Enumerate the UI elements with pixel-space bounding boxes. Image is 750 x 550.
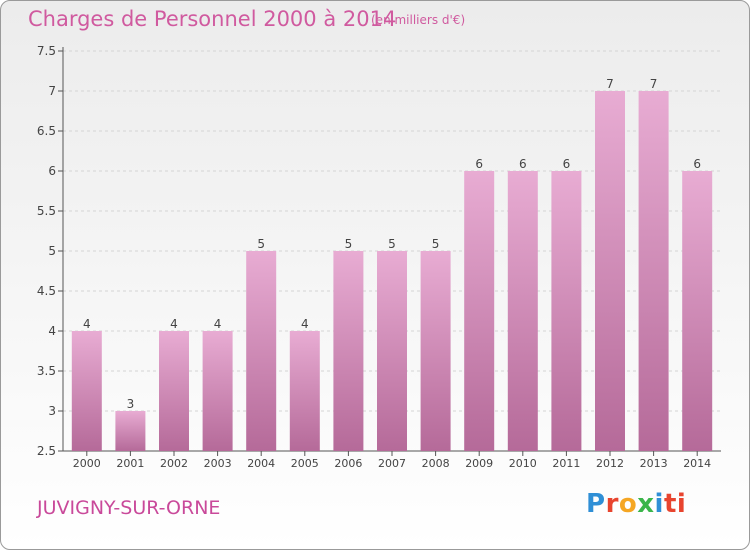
- bar-value-label: 3: [127, 397, 135, 411]
- bar: [289, 331, 320, 451]
- y-tick-label: 3: [48, 404, 56, 418]
- logo-letter: ti: [663, 489, 687, 519]
- y-tick-label: 5: [48, 244, 56, 258]
- bar-value-label: 5: [388, 237, 396, 251]
- logo-letter: i: [654, 489, 664, 519]
- x-tick-label: 2005: [291, 457, 319, 470]
- bar-value-label: 6: [563, 157, 571, 171]
- bar: [464, 171, 495, 451]
- bar: [115, 411, 146, 451]
- x-tick-label: 2008: [422, 457, 450, 470]
- y-tick-label: 4: [48, 324, 56, 338]
- bar: [420, 251, 451, 451]
- chart-subtitle: (en milliers d'€): [371, 13, 466, 27]
- y-tick-label: 7: [48, 84, 56, 98]
- y-tick-label: 6: [48, 164, 56, 178]
- y-tick-label: 7.5: [37, 44, 56, 58]
- x-tick-label: 2006: [334, 457, 362, 470]
- bar-value-label: 6: [693, 157, 701, 171]
- bar-value-label: 4: [170, 317, 178, 331]
- bar-value-label: 4: [83, 317, 91, 331]
- bar: [507, 171, 538, 451]
- bar-chart: 2.5 3 3.5 4 4.5 5 5.5 6 6.5 7 7.5 4 2000 3 2001 4 2002 4 2…: [37, 44, 721, 470]
- x-tick-label: 2009: [465, 457, 493, 470]
- chart-title: Charges de Personnel 2000 à 2014: [28, 7, 397, 31]
- bar: [71, 331, 102, 451]
- bar-value-label: 6: [519, 157, 527, 171]
- bar: [202, 331, 233, 451]
- y-tick-label: 3.5: [37, 364, 56, 378]
- y-tick-label: 6.5: [37, 124, 56, 138]
- bar: [333, 251, 364, 451]
- bar-value-label: 7: [650, 77, 658, 91]
- x-tick-label: 2004: [247, 457, 275, 470]
- logo-letter: P: [586, 489, 606, 519]
- y-tick-label: 5.5: [37, 204, 56, 218]
- x-tick-label: 2000: [73, 457, 101, 470]
- logo-letter: r: [605, 489, 619, 519]
- bar-value-label: 4: [301, 317, 309, 331]
- x-tick-label: 2013: [640, 457, 668, 470]
- bar: [246, 251, 277, 451]
- bar: [377, 251, 407, 451]
- x-tick-label: 2014: [683, 457, 711, 470]
- x-tick-label: 2007: [378, 457, 406, 470]
- proxiti-logo: Proxiti: [586, 489, 686, 519]
- x-tick-label: 2001: [116, 457, 144, 470]
- bar: [682, 171, 713, 451]
- bar: [595, 91, 625, 451]
- x-tick-label: 2002: [160, 457, 188, 470]
- bar-value-label: 5: [257, 237, 265, 251]
- bar: [638, 91, 669, 451]
- bar: [159, 331, 189, 451]
- bar: [551, 171, 582, 451]
- bar-value-label: 6: [475, 157, 483, 171]
- x-tick-label: 2012: [596, 457, 624, 470]
- y-tick-label: 4.5: [37, 284, 56, 298]
- logo-letter: o: [618, 489, 638, 519]
- x-tick-label: 2011: [552, 457, 580, 470]
- logo-letter: x: [637, 489, 655, 519]
- y-tick-label: 2.5: [37, 444, 56, 458]
- x-tick-label: 2003: [204, 457, 232, 470]
- x-tick-label: 2010: [509, 457, 537, 470]
- bar-value-label: 4: [214, 317, 222, 331]
- bar-value-label: 5: [345, 237, 353, 251]
- bar-value-label: 7: [606, 77, 614, 91]
- bar-value-label: 5: [432, 237, 440, 251]
- town-name: JUVIGNY-SUR-ORNE: [37, 497, 221, 519]
